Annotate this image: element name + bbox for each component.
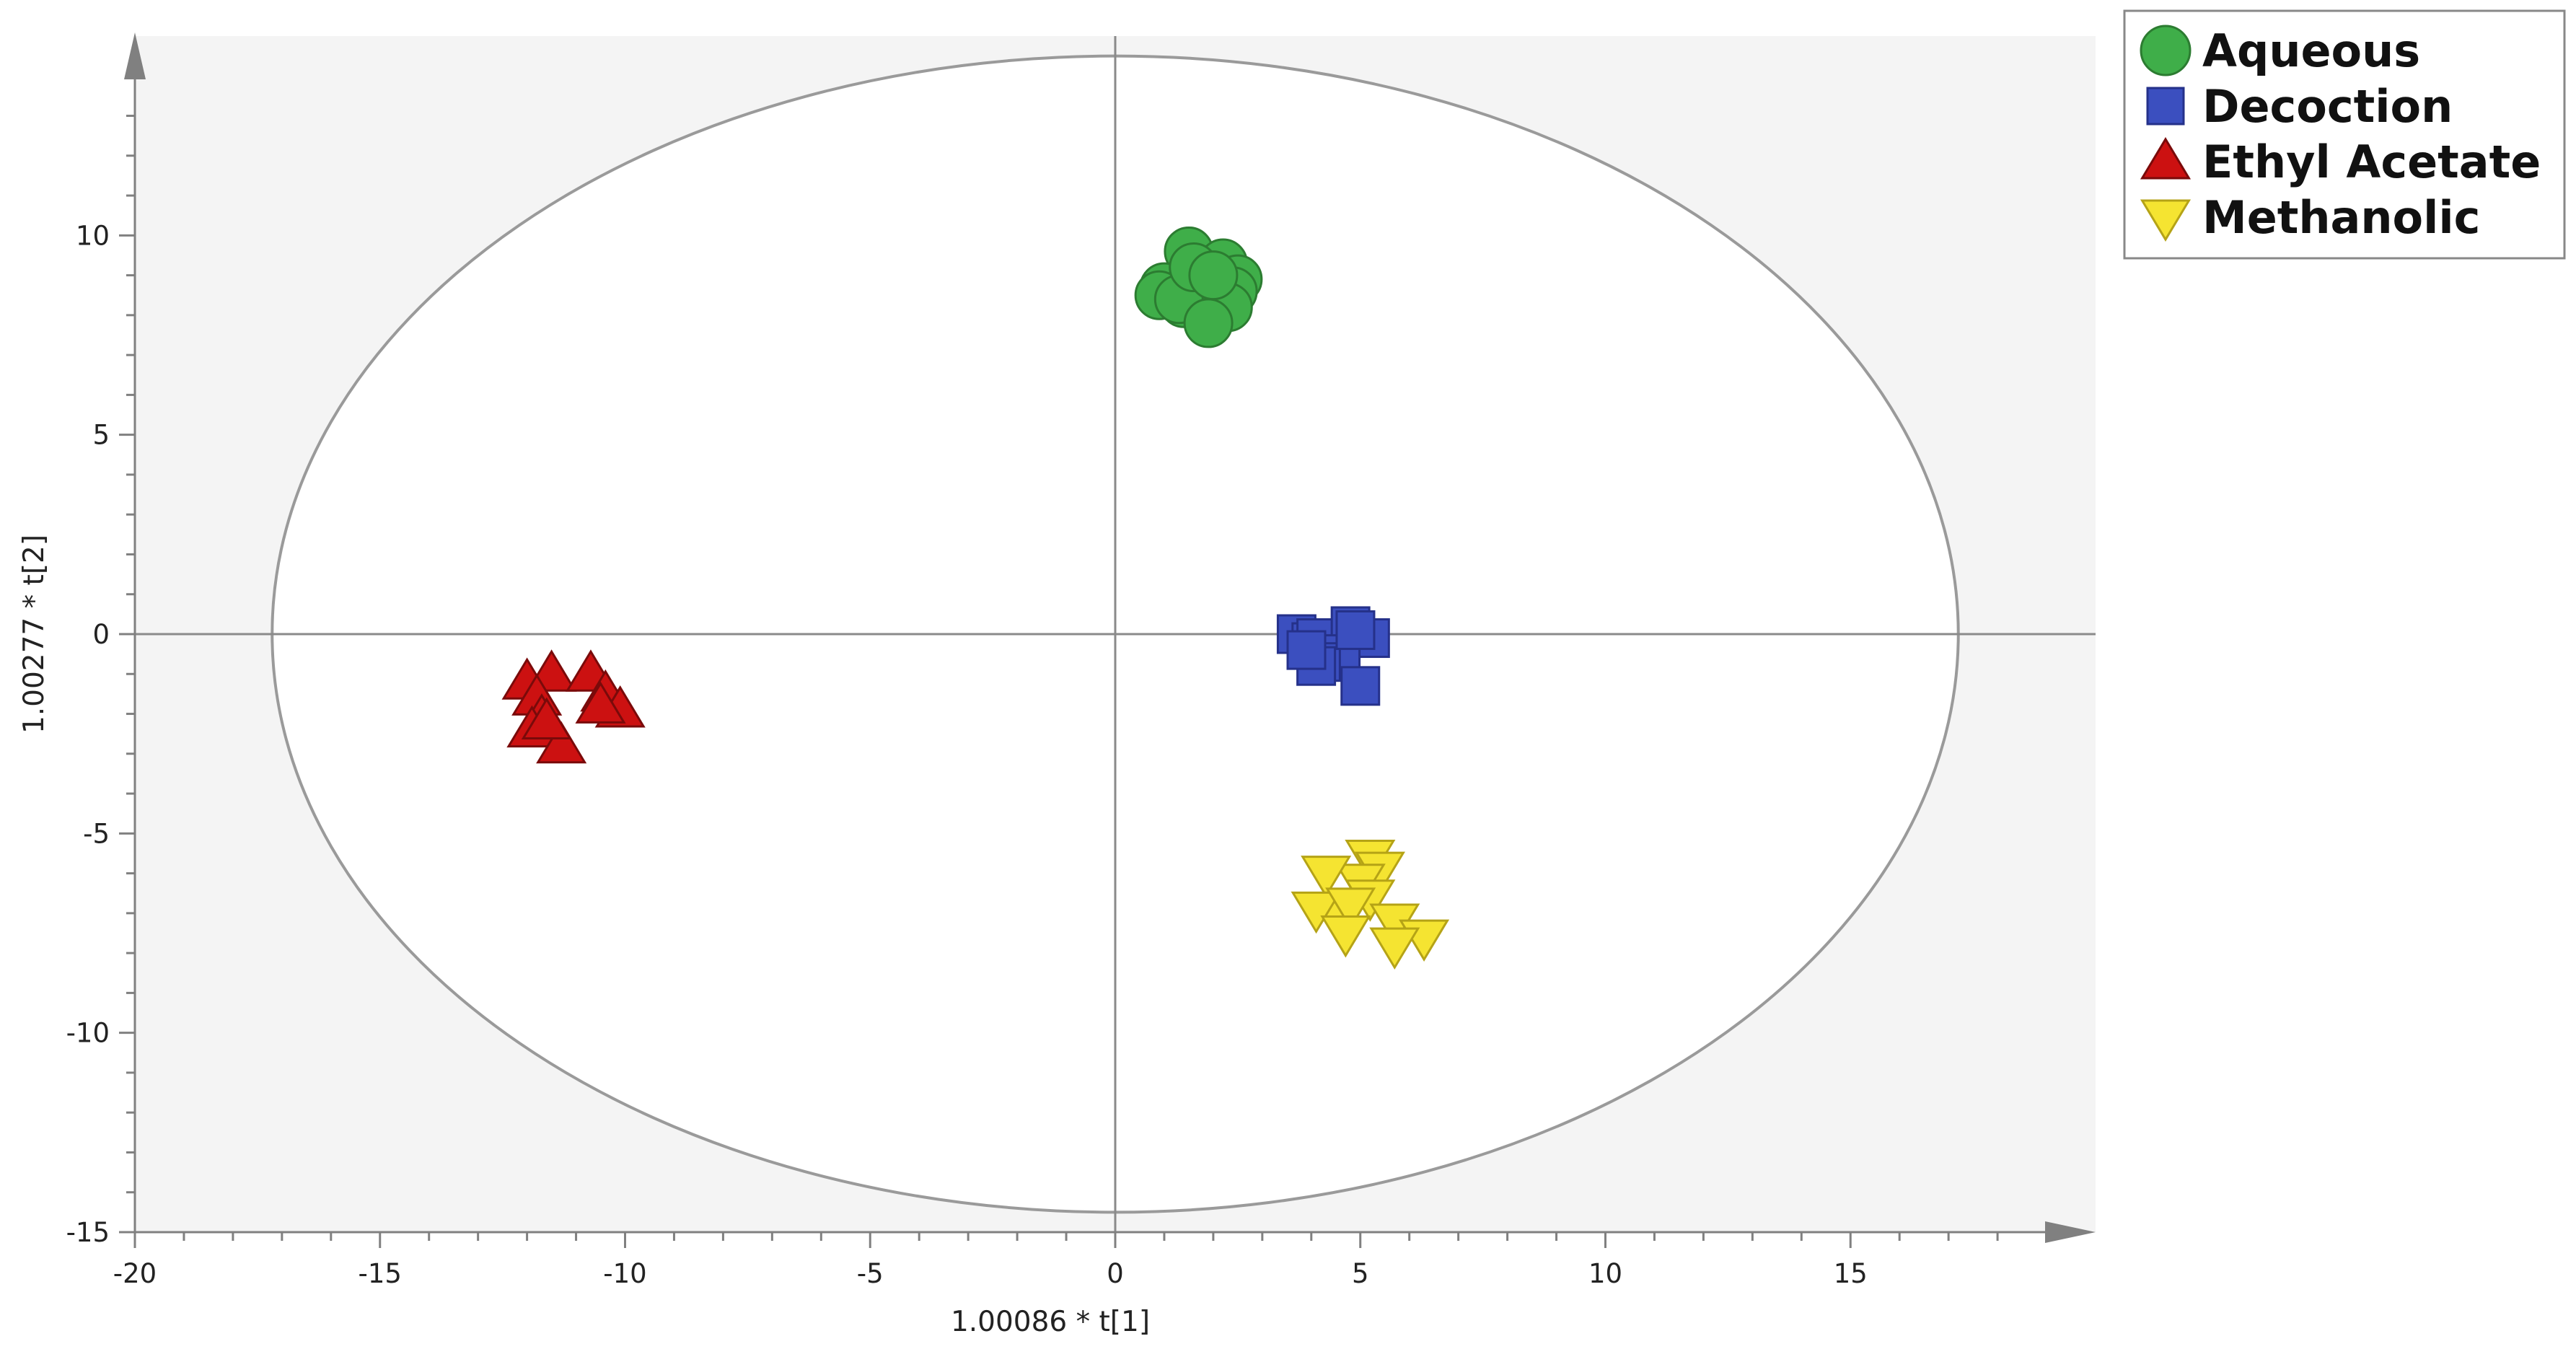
y-tick-label: -10 bbox=[66, 1018, 110, 1049]
data-point bbox=[1325, 887, 1376, 930]
legend-label: Methanolic bbox=[2202, 191, 2480, 244]
data-points bbox=[501, 226, 1450, 970]
data-point bbox=[1291, 891, 1342, 934]
y-tick-label: 5 bbox=[92, 420, 110, 451]
x-axis-ticks: -20 -15 -10 -5 0 5 10 15 bbox=[113, 1232, 2048, 1289]
x-axis-arrow-icon bbox=[2045, 1221, 2096, 1243]
data-point bbox=[1188, 250, 1239, 301]
data-point bbox=[536, 721, 587, 764]
legend-label: Ethyl Acetate bbox=[2202, 136, 2541, 188]
legend-box bbox=[2123, 9, 2566, 260]
x-tick-label: -20 bbox=[113, 1258, 157, 1289]
series-aqueous bbox=[1134, 226, 1263, 348]
series-decoction bbox=[1276, 606, 1390, 706]
data-point bbox=[575, 681, 626, 724]
data-point bbox=[1340, 666, 1381, 706]
series-ethyl-acetate bbox=[501, 649, 646, 764]
legend-marker-square-icon bbox=[2146, 87, 2185, 126]
x-tick-label: 5 bbox=[1352, 1258, 1369, 1289]
data-point bbox=[1301, 856, 1352, 898]
series-methanolic bbox=[1291, 840, 1450, 970]
legend-marker-triangle-down-icon bbox=[2140, 199, 2192, 242]
y-axis-ticks: -15 -10 -5 0 5 10 bbox=[66, 74, 135, 1248]
y-axis-arrow-icon bbox=[124, 32, 146, 79]
y-tick-label: -5 bbox=[83, 818, 110, 849]
data-point bbox=[1369, 927, 1420, 970]
legend-label: Aqueous bbox=[2202, 25, 2420, 77]
x-axis-label: 1.00086 * t[1] bbox=[951, 1306, 1150, 1338]
data-point bbox=[1286, 630, 1327, 670]
x-tick-label: 10 bbox=[1588, 1258, 1622, 1289]
x-tick-label: 15 bbox=[1834, 1258, 1868, 1289]
legend-marker-triangle-up-icon bbox=[2140, 137, 2192, 180]
data-point bbox=[1335, 610, 1376, 650]
legend-label: Decoction bbox=[2202, 80, 2453, 133]
x-tick-label: 0 bbox=[1107, 1258, 1124, 1289]
x-tick-label: -10 bbox=[603, 1258, 646, 1289]
data-point bbox=[521, 697, 572, 740]
y-tick-label: -15 bbox=[66, 1217, 110, 1248]
y-axis-label: 1.00277 * t[2] bbox=[18, 535, 50, 734]
y-tick-label: 0 bbox=[92, 619, 110, 650]
legend-marker-circle-icon bbox=[2140, 25, 2192, 76]
x-tick-label: -5 bbox=[857, 1258, 884, 1289]
y-tick-label: 10 bbox=[76, 220, 110, 251]
data-point bbox=[1320, 915, 1371, 958]
data-point bbox=[1183, 298, 1234, 348]
x-tick-label: -15 bbox=[359, 1258, 402, 1289]
